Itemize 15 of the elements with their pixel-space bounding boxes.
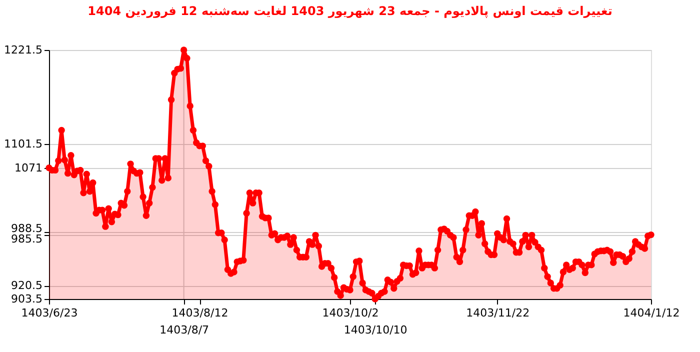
y-tick-label: 903.5 (11, 292, 42, 306)
x-tick-label: 1403/8/12 (172, 306, 228, 320)
y-tick-label: 988.5 (11, 222, 42, 235)
x-tick-label: 1403/8/7 (160, 324, 210, 336)
x-tick-label: 1403/6/23 (21, 306, 78, 320)
x-tick-label: 1403/10/10 (344, 324, 408, 336)
chart-title: تغییرات قیمت اونس پالادیوم - جمعه 23 شهریور 1403 لغایت سه‌شنبه 12 فروردین 1404 (88, 4, 612, 18)
y-tick-label: 985.5 (11, 232, 42, 246)
y-tick-label: 1221.5 (4, 44, 42, 56)
y-tick-label: 1101.5 (4, 137, 42, 150)
x-tick-label: 1403/10/2 (322, 306, 379, 320)
y-tick-label: 920.5 (11, 279, 42, 292)
x-tick-label: 1404/1/12 (623, 306, 680, 320)
y-tick-label: 1071 (14, 161, 42, 174)
x-tick-label: 1403/11/22 (466, 306, 530, 320)
